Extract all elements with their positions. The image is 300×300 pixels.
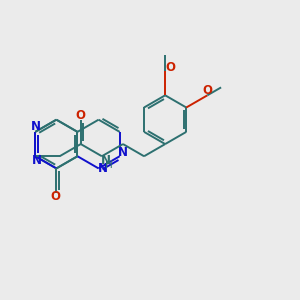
Text: O: O — [202, 84, 212, 97]
Text: N: N — [32, 154, 41, 167]
Text: N: N — [100, 154, 110, 167]
Text: H: H — [104, 160, 112, 170]
Text: N: N — [31, 120, 41, 133]
Text: N: N — [118, 146, 128, 159]
Text: O: O — [76, 109, 86, 122]
Text: N: N — [98, 162, 108, 175]
Text: O: O — [166, 61, 176, 74]
Text: O: O — [50, 190, 60, 203]
